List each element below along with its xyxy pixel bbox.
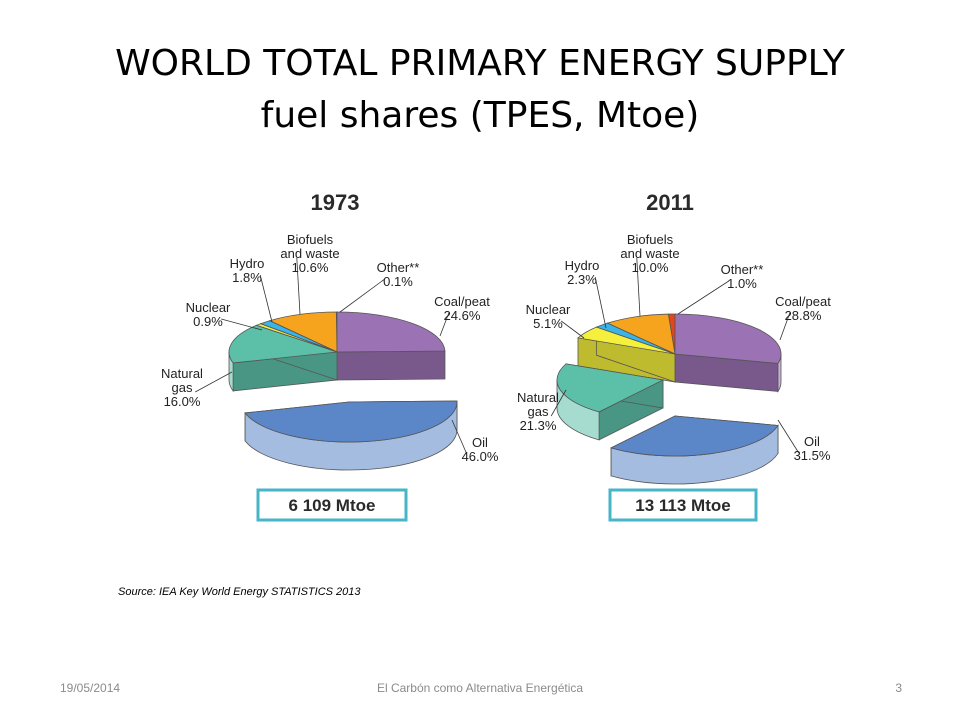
slice-label-hydro: Hydro 2.3% (565, 258, 607, 329)
pie-slice-natural-gas (228, 324, 338, 393)
slide-title-line-1: WORLD TOTAL PRIMARY ENERGY SUPPLY (115, 43, 845, 84)
slice-value: 46.0% (462, 449, 499, 464)
pie-slice-oil (244, 400, 458, 471)
leader-line (296, 257, 301, 315)
slice-value: 5.1% (533, 316, 563, 331)
footer-presentation-title: El Carbón como Alternativa Energética (376, 681, 584, 695)
slice-label-natural-gas: Natural gas 21.3% (517, 389, 567, 433)
leader-line (550, 389, 567, 417)
slice-label-text: Other** 0.1% (377, 260, 420, 289)
slice-label-text: Natural gas 21.3% (517, 390, 559, 433)
leader-line (560, 320, 585, 339)
pie-slice-coal-peat (674, 313, 782, 393)
leader-line (451, 419, 468, 455)
slice-label-oil: Oil 31.5% (777, 419, 831, 463)
leader-line (259, 274, 273, 323)
leader-line (221, 318, 263, 331)
slice-value: 2.3% (567, 272, 597, 287)
leader-line (195, 371, 233, 393)
leader-line (779, 312, 791, 341)
slice-label-text: Hydro 2.3% (565, 258, 600, 287)
pie-slice-coal-peat (336, 311, 446, 381)
leader-line (439, 312, 450, 337)
slice-label-text: Coal/peat 24.6% (434, 294, 490, 323)
slice-label-text: Natural gas 16.0% (161, 366, 203, 409)
slice-value: 1.0% (727, 276, 757, 291)
slide-title: WORLD TOTAL PRIMARY ENERGY SUPPLY fuel s… (40, 38, 920, 142)
slice-label-hydro: Hydro 1.8% (230, 256, 273, 323)
chart-year-title: 1973 (311, 190, 360, 215)
slice-label-text: Oil 31.5% (794, 434, 831, 463)
slice-label-other: Other** 0.1% (339, 260, 420, 313)
leader-line (677, 280, 730, 315)
slice-value: 21.3% (520, 418, 557, 433)
slice-label-text: Biofuels and waste 10.6% (280, 232, 339, 275)
slice-label-oil: Oil 46.0% (451, 419, 499, 464)
slice-label-text: Hydro 1.8% (230, 256, 265, 285)
slice-value: 0.9% (193, 314, 223, 329)
slice-label-text: Nuclear 5.1% (526, 302, 571, 331)
footer-date: 19/05/2014 (60, 681, 121, 695)
slice-label-nuclear: Nuclear 0.9% (186, 300, 263, 331)
source-note: Source: IEA Key World Energy STATISTICS … (118, 586, 361, 598)
pie-chart-1973: 1973 Coal/peat 24.6% Oil 46.0% Natural gas 16.0… (161, 190, 499, 522)
slice-label-other: Other** 1.0% (677, 262, 764, 315)
slice-label-natural-gas: Natural gas 16.0% (161, 366, 233, 409)
slice-label-coal-peat: Coal/peat 24.6% (434, 294, 490, 337)
pie-slice-oil (609, 415, 779, 485)
slice-value: 16.0% (164, 394, 201, 409)
total-mtoe-text: 6 109 Mtoe (289, 496, 376, 515)
slice-label-text: Coal/peat 28.8% (775, 294, 831, 323)
chart-year-title: 2011 (646, 190, 694, 215)
slice-label-text: Biofuels and waste 10.0% (620, 232, 679, 275)
slice-label-biofuels-and-waste: Biofuels and waste 10.0% (620, 232, 680, 317)
pie-chart-2011: 2011 Coal/peat 28.8% Oil 31.5% Natural gas 21.3… (517, 190, 831, 522)
total-mtoe-box: 13 113 Mtoe (608, 488, 758, 522)
leader-line (594, 276, 607, 329)
slice-label-text: Nuclear 0.9% (186, 300, 231, 329)
pie-slice-natural-gas (556, 363, 665, 441)
slide-title-line-2: fuel shares (TPES, Mtoe) (260, 95, 700, 136)
footer-page-number: 3 (895, 681, 902, 695)
pie-slice-nuclear (577, 326, 676, 383)
total-mtoe-text: 13 113 Mtoe (635, 496, 730, 515)
slice-label-text: Other** 1.0% (721, 262, 764, 291)
leader-line (777, 419, 800, 454)
slice-value: 28.8% (785, 308, 822, 323)
slice-label-text: Oil 46.0% (462, 435, 499, 464)
slice-value: 10.6% (292, 260, 329, 275)
slice-value: 24.6% (444, 308, 481, 323)
slice-label-nuclear: Nuclear 5.1% (526, 302, 585, 339)
slice-value: 31.5% (794, 448, 831, 463)
total-mtoe-box: 6 109 Mtoe (256, 488, 408, 522)
leader-line (636, 257, 641, 317)
leader-line (339, 278, 386, 313)
slice-value: 0.1% (383, 274, 413, 289)
slice-value: 1.8% (232, 270, 262, 285)
slice-label-biofuels-and-waste: Biofuels and waste 10.6% (280, 232, 340, 315)
slice-value: 10.0% (632, 260, 669, 275)
slice-label-coal-peat: Coal/peat 28.8% (775, 294, 831, 341)
